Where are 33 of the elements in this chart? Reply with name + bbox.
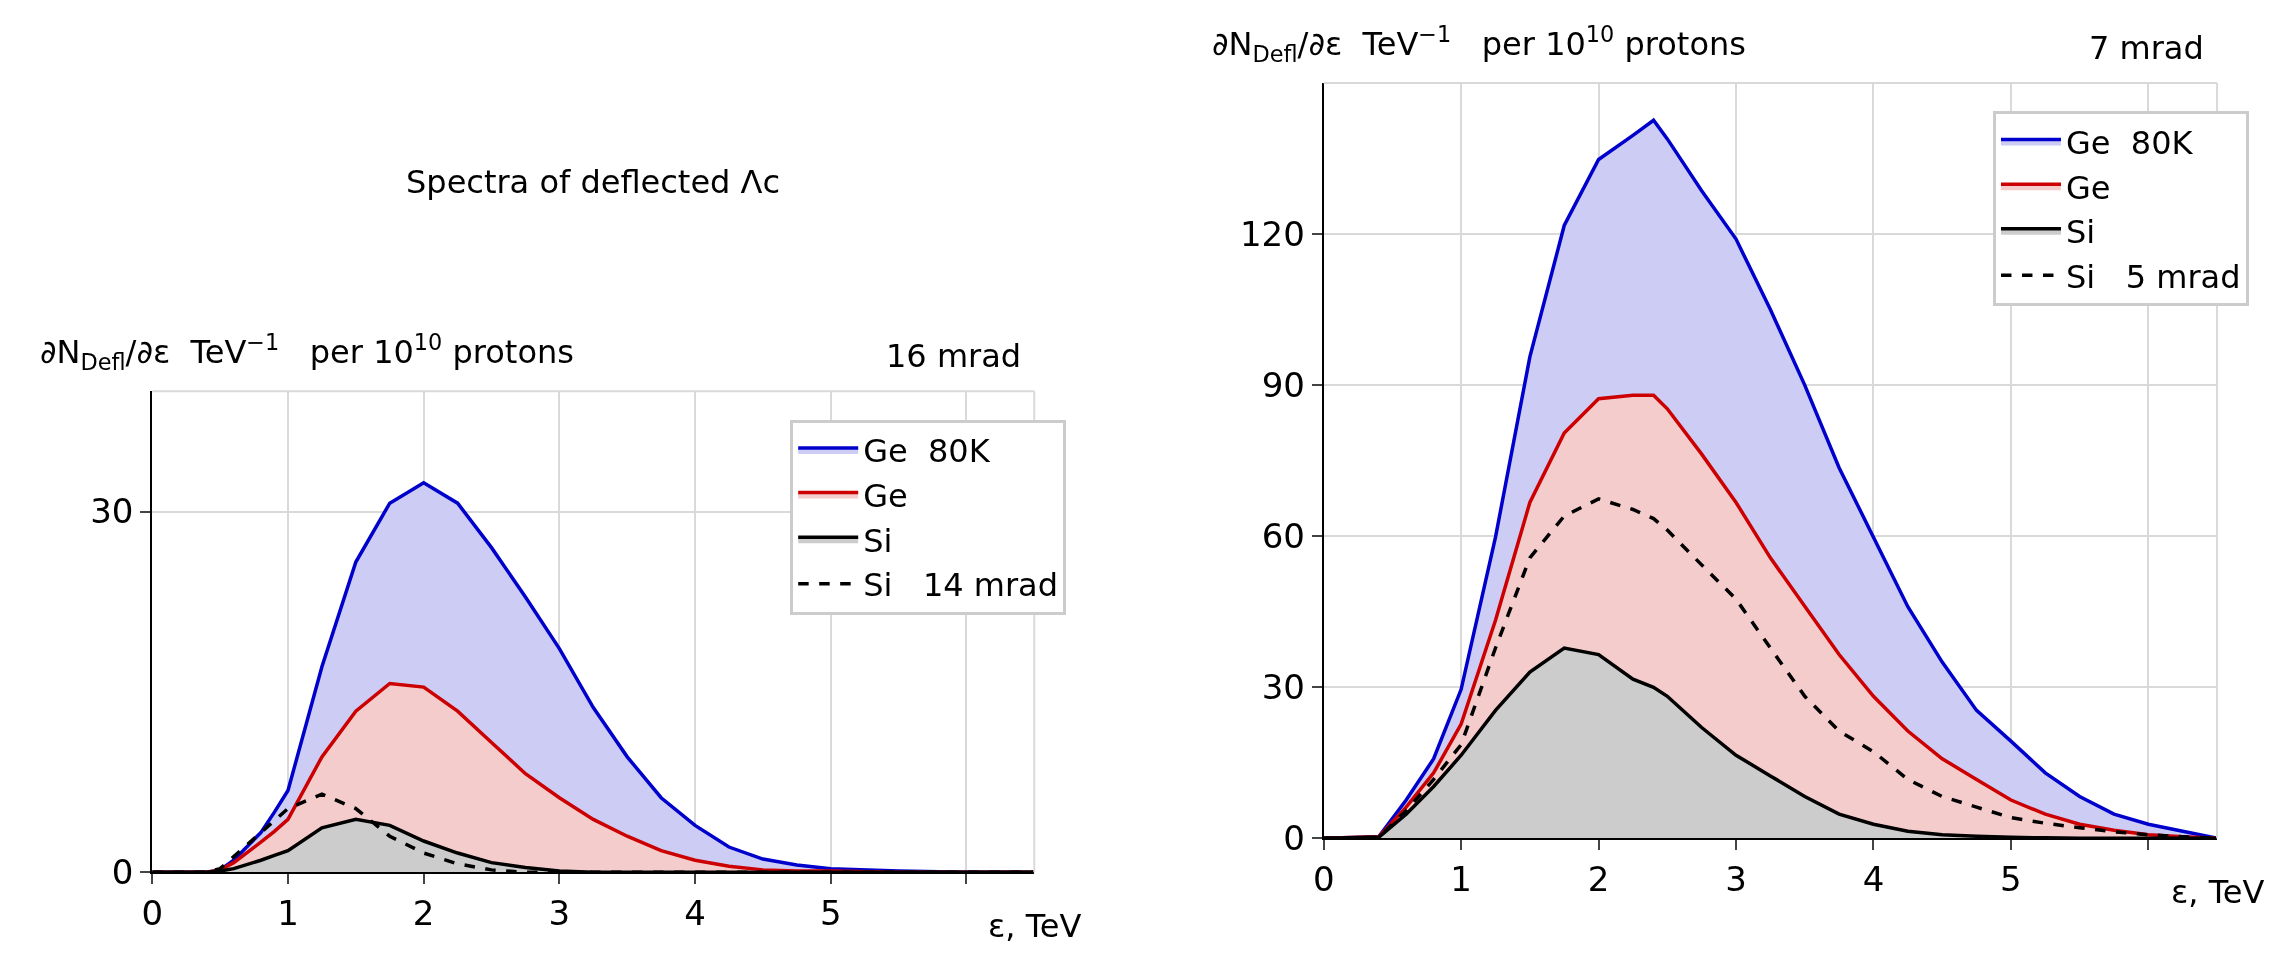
x-tick-label: 2 — [1587, 859, 1610, 900]
x-tick-label: 1 — [1450, 859, 1472, 900]
y-tick-label: 60 — [1261, 516, 1305, 557]
text: ∂N$_{Defl}$/∂ε TeV$^{−1}$ per 10$^{10}$ protons — [1212, 21, 1746, 68]
text: ∂N$_{Defl}$/∂ε TeV$^{−1}$ per 10$^{10}$ protons — [40, 329, 574, 376]
legend-label: Si 5 mrad — [2065, 257, 2241, 296]
x-tick-label: 3 — [548, 893, 571, 934]
x-tick-label: 5 — [819, 893, 842, 934]
x-tick-label: 5 — [2000, 859, 2022, 900]
legend-label: Si — [863, 521, 893, 560]
legend-label: Si — [2065, 213, 2096, 252]
x-tick-label: 1 — [277, 893, 299, 934]
legend-label: Ge — [2065, 168, 2111, 207]
x-tick-label: 2 — [412, 893, 435, 934]
x-tick-label: 3 — [1725, 859, 1747, 900]
chart-title: Spectra of deflected Λc — [406, 163, 781, 201]
y-tick-label: 30 — [90, 491, 134, 532]
y-tick-label: 0 — [1283, 818, 1305, 859]
y-tick-label: 120 — [1240, 213, 1305, 254]
legend-label: Ge 80K — [863, 432, 991, 471]
x-axis-title: ε, TeV — [2171, 873, 2265, 911]
y-tick-label: 90 — [1261, 365, 1305, 406]
legend-label: Si 14 mrad — [863, 566, 1059, 605]
x-axis-title: ε, TeV — [988, 907, 1082, 945]
x-tick-label: 0 — [141, 893, 164, 934]
text: 7 mrad — [2089, 29, 2204, 67]
x-tick-label: 0 — [1312, 859, 1335, 900]
y-tick-label: 30 — [1261, 667, 1305, 708]
legend-label: Ge 80K — [2065, 124, 2194, 163]
x-tick-label: 4 — [1862, 859, 1885, 900]
legend-label: Ge — [863, 477, 908, 516]
x-tick-label: 4 — [684, 893, 706, 934]
text: 16 mrad — [886, 337, 1022, 375]
